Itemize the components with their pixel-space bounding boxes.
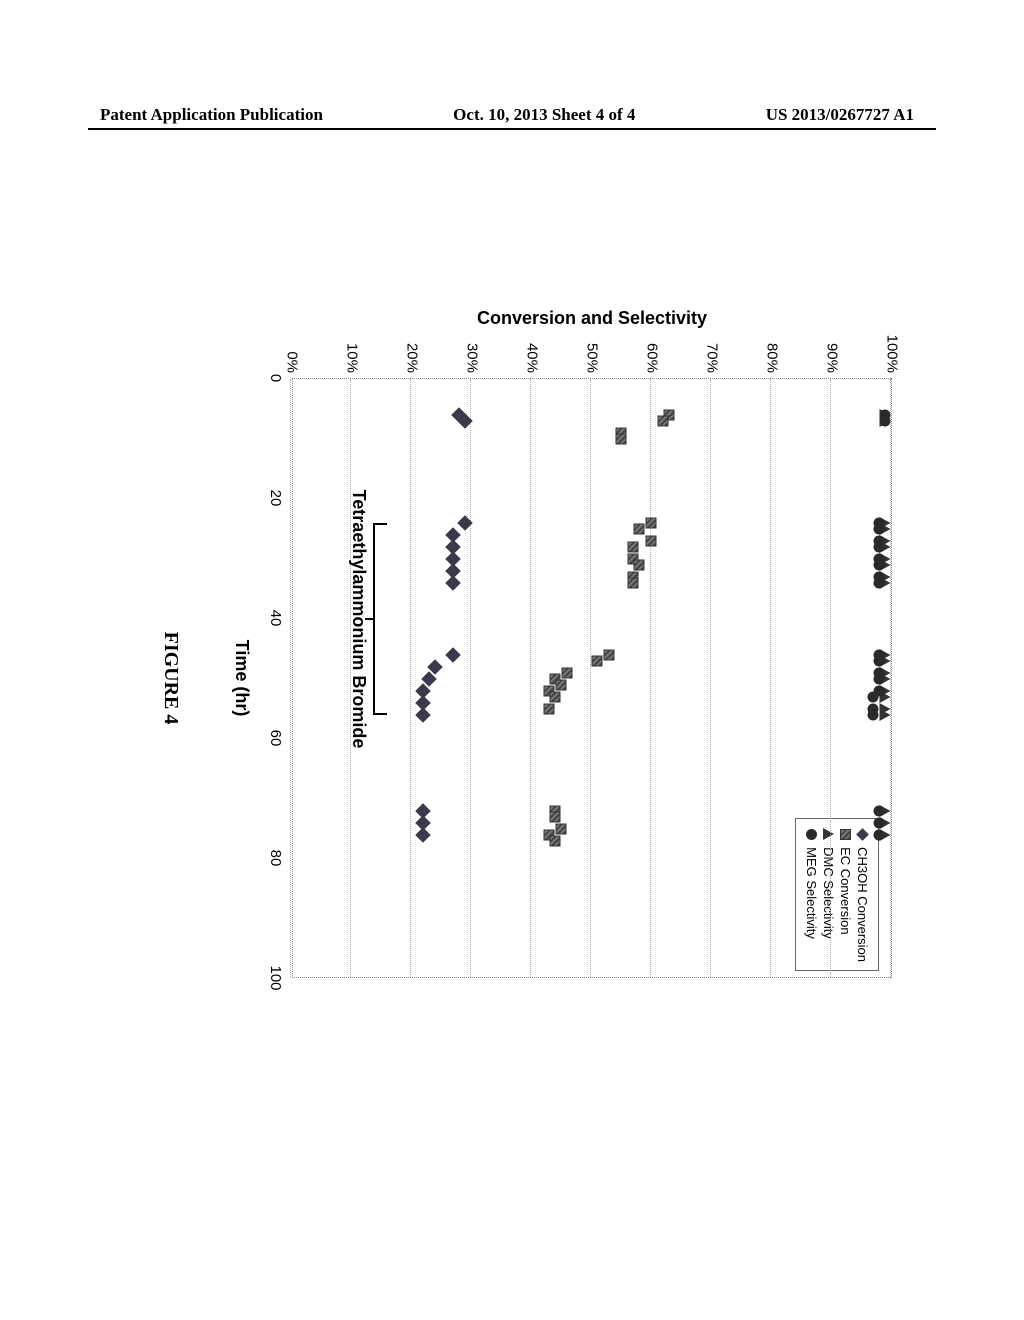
data-point: [562, 668, 573, 679]
data-point: [550, 812, 561, 823]
gridline: [290, 379, 291, 977]
data-point: [628, 542, 639, 553]
annotation-bracket: [373, 523, 387, 715]
data-point: [415, 827, 431, 843]
data-point: [556, 680, 567, 691]
header-center: Oct. 10, 2013 Sheet 4 of 4: [453, 105, 635, 125]
gridline: [410, 379, 411, 977]
y-tick-label: 80%: [764, 333, 781, 373]
x-tick-label: 100: [267, 965, 284, 990]
legend-label: EC Conversion: [838, 847, 853, 934]
scatter-chart: Conversion and Selectivity CH3OH Convers…: [202, 298, 902, 1018]
triangle-icon: [822, 827, 836, 841]
x-tick-label: 40: [267, 610, 284, 627]
data-point: [544, 704, 555, 715]
data-point: [634, 524, 645, 535]
data-point: [556, 824, 567, 835]
page-header: Patent Application Publication Oct. 10, …: [0, 105, 1024, 125]
circle-icon: [805, 827, 819, 841]
data-point: [604, 650, 615, 661]
legend-label: DMC Selectivity: [821, 847, 836, 939]
figure-caption: FIGURE 4: [159, 632, 182, 725]
header-left: Patent Application Publication: [100, 105, 323, 125]
y-tick-label: 70%: [704, 333, 721, 373]
x-tick-label: 60: [267, 730, 284, 747]
diamond-icon: [856, 827, 870, 841]
data-point: [550, 692, 561, 703]
chart-legend: CH3OH Conversion EC Conversion DMC Selec…: [795, 818, 879, 971]
data-point: [874, 560, 885, 571]
x-axis-title: Time (hr): [231, 640, 252, 717]
data-point: [874, 830, 885, 841]
y-tick-label: 90%: [824, 333, 841, 373]
x-tick-label: 0: [267, 374, 284, 382]
data-point: [658, 416, 669, 427]
data-point: [874, 524, 885, 535]
legend-item: MEG Selectivity: [804, 827, 819, 962]
y-tick-label: 20%: [404, 333, 421, 373]
data-point: [874, 818, 885, 829]
data-point: [646, 536, 657, 547]
y-tick-label: 0%: [284, 333, 301, 373]
data-point: [868, 692, 879, 703]
y-tick-label: 10%: [344, 333, 361, 373]
data-point: [874, 542, 885, 553]
data-point: [634, 560, 645, 571]
data-point: [868, 710, 879, 721]
header-rule: [88, 128, 936, 130]
plot-area: CH3OH Conversion EC Conversion DMC Selec…: [292, 378, 892, 978]
y-tick-label: 100%: [884, 333, 901, 373]
data-point: [616, 434, 627, 445]
data-point: [874, 656, 885, 667]
y-axis-title: Conversion and Selectivity: [477, 308, 707, 329]
gridline: [770, 379, 771, 977]
gridline: [590, 379, 591, 977]
y-tick-label: 40%: [524, 333, 541, 373]
data-point: [874, 806, 885, 817]
data-point: [628, 578, 639, 589]
legend-label: CH3OH Conversion: [855, 847, 870, 962]
legend-item: EC Conversion: [838, 827, 853, 962]
rotated-figure-container: Conversion and Selectivity CH3OH Convers…: [72, 258, 952, 1062]
data-point: [874, 578, 885, 589]
gridline: [530, 379, 531, 977]
annotation-text: Tetraethylammonium Bromide: [348, 490, 369, 749]
data-point: [880, 709, 891, 721]
gridline: [710, 379, 711, 977]
data-point: [874, 674, 885, 685]
gridline: [650, 379, 651, 977]
legend-item: DMC Selectivity: [821, 827, 836, 962]
y-tick-label: 50%: [584, 333, 601, 373]
gridline: [830, 379, 831, 977]
data-point: [445, 575, 461, 591]
data-point: [415, 707, 431, 723]
legend-label: MEG Selectivity: [804, 847, 819, 939]
data-point: [880, 416, 891, 427]
data-point: [445, 647, 461, 663]
data-point: [550, 836, 561, 847]
x-tick-label: 80: [267, 850, 284, 867]
legend-item: CH3OH Conversion: [855, 827, 870, 962]
header-right: US 2013/0267727 A1: [766, 105, 914, 125]
y-tick-label: 30%: [464, 333, 481, 373]
data-point: [592, 656, 603, 667]
gridline: [470, 379, 471, 977]
x-tick-label: 20: [267, 490, 284, 507]
y-tick-label: 60%: [644, 333, 661, 373]
square-icon: [839, 827, 853, 841]
data-point: [646, 518, 657, 529]
